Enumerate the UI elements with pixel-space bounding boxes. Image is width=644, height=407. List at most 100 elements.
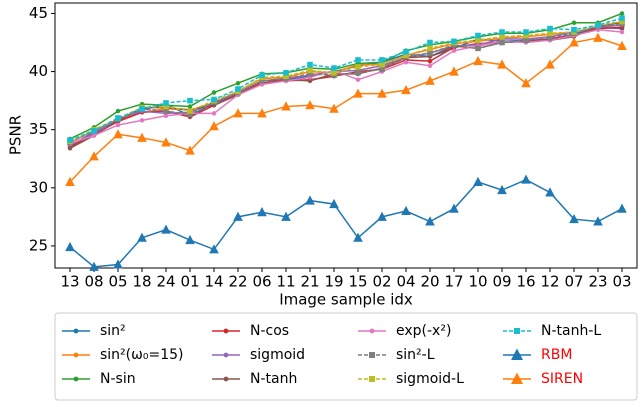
data-point bbox=[185, 145, 195, 155]
x-tick-label: 16 bbox=[516, 273, 535, 291]
data-point bbox=[113, 259, 123, 269]
data-point bbox=[569, 37, 579, 47]
data-point bbox=[403, 60, 409, 65]
data-point bbox=[499, 39, 505, 46]
legend-label: sigmoid bbox=[250, 347, 305, 363]
y-tick-label: 40 bbox=[29, 62, 48, 80]
legend-label: N-tanh-L bbox=[541, 323, 601, 339]
data-point bbox=[115, 108, 121, 114]
legend-marker bbox=[73, 328, 79, 334]
data-point bbox=[475, 32, 481, 39]
legend-label: N-tanh bbox=[250, 371, 297, 387]
x-tick-label: 23 bbox=[588, 273, 607, 291]
data-point bbox=[67, 137, 73, 143]
legend-label: sin² bbox=[100, 323, 126, 339]
data-point bbox=[523, 29, 529, 35]
series-line bbox=[69, 37, 623, 183]
data-point bbox=[619, 15, 625, 21]
x-tick-label: 18 bbox=[132, 273, 151, 291]
y-tick-label: 30 bbox=[29, 178, 48, 196]
legend-marker bbox=[73, 352, 79, 358]
series-line bbox=[69, 17, 623, 141]
data-point bbox=[545, 59, 555, 69]
data-point bbox=[233, 211, 243, 221]
data-point bbox=[593, 32, 603, 42]
x-tick-label: 15 bbox=[348, 273, 367, 291]
data-point bbox=[283, 73, 289, 80]
data-point bbox=[377, 88, 387, 98]
data-point bbox=[521, 174, 531, 184]
x-tick-label: 13 bbox=[60, 273, 79, 291]
x-tick-label: 17 bbox=[444, 273, 463, 291]
y-axis-title: PSNR bbox=[7, 115, 25, 155]
data-point bbox=[115, 115, 121, 121]
data-point bbox=[89, 151, 99, 161]
data-point bbox=[593, 216, 603, 226]
data-point bbox=[571, 26, 577, 33]
x-axis-title: Image sample idx bbox=[279, 291, 413, 309]
data-point bbox=[331, 69, 337, 76]
data-point bbox=[451, 38, 457, 45]
data-point bbox=[281, 211, 291, 221]
x-tick-label: 21 bbox=[300, 273, 319, 291]
x-tick-label: 08 bbox=[84, 273, 103, 291]
data-point bbox=[523, 37, 529, 43]
data-point bbox=[355, 57, 361, 63]
data-point bbox=[499, 33, 505, 40]
x-tick-label: 06 bbox=[252, 273, 271, 291]
data-point bbox=[161, 137, 171, 147]
legend-marker bbox=[511, 348, 523, 360]
data-point bbox=[139, 118, 145, 123]
data-point bbox=[91, 128, 97, 134]
data-point bbox=[91, 133, 97, 138]
x-tick-label: 10 bbox=[468, 273, 487, 291]
data-point bbox=[497, 59, 507, 69]
legend-marker bbox=[511, 372, 523, 384]
series-line bbox=[69, 24, 623, 146]
legend-label: N-sin bbox=[100, 371, 136, 387]
data-point bbox=[427, 39, 433, 46]
data-point bbox=[305, 195, 315, 205]
x-tick-label: 09 bbox=[492, 273, 511, 291]
data-point bbox=[475, 45, 481, 52]
y-tick-label: 45 bbox=[29, 4, 48, 22]
x-tick-label: 24 bbox=[156, 273, 175, 291]
data-point bbox=[257, 108, 267, 118]
legend-label: sin²(ω₀=15) bbox=[100, 347, 183, 363]
data-point bbox=[281, 101, 291, 111]
data-point bbox=[595, 22, 601, 28]
data-point bbox=[379, 57, 385, 63]
legend-label: N-cos bbox=[250, 323, 289, 339]
plot-frame bbox=[54, 2, 638, 269]
data-point bbox=[451, 48, 457, 53]
x-tick-label: 04 bbox=[396, 273, 415, 291]
data-point bbox=[355, 77, 361, 82]
data-point bbox=[473, 176, 483, 186]
data-point bbox=[355, 64, 361, 70]
data-point bbox=[499, 29, 505, 35]
x-tick-label: 02 bbox=[372, 273, 391, 291]
data-point bbox=[619, 29, 625, 35]
data-point bbox=[617, 40, 627, 51]
data-point bbox=[329, 103, 339, 113]
data-point bbox=[331, 65, 337, 71]
data-point bbox=[305, 100, 315, 110]
series-line bbox=[69, 20, 623, 144]
series-line bbox=[69, 12, 623, 140]
data-point bbox=[521, 77, 531, 88]
data-point bbox=[137, 132, 147, 142]
data-point bbox=[259, 78, 265, 84]
y-tick-label: 35 bbox=[29, 120, 48, 138]
data-point bbox=[233, 108, 243, 118]
data-point bbox=[163, 108, 169, 114]
data-point bbox=[403, 52, 409, 59]
data-point bbox=[137, 232, 147, 242]
data-point bbox=[497, 184, 507, 195]
data-point bbox=[187, 104, 193, 109]
x-tick-label: 14 bbox=[204, 273, 223, 291]
x-tick-label: 01 bbox=[180, 273, 199, 291]
legend-marker bbox=[73, 376, 79, 382]
legend-marker bbox=[369, 352, 375, 358]
x-tick-label: 12 bbox=[540, 273, 559, 291]
